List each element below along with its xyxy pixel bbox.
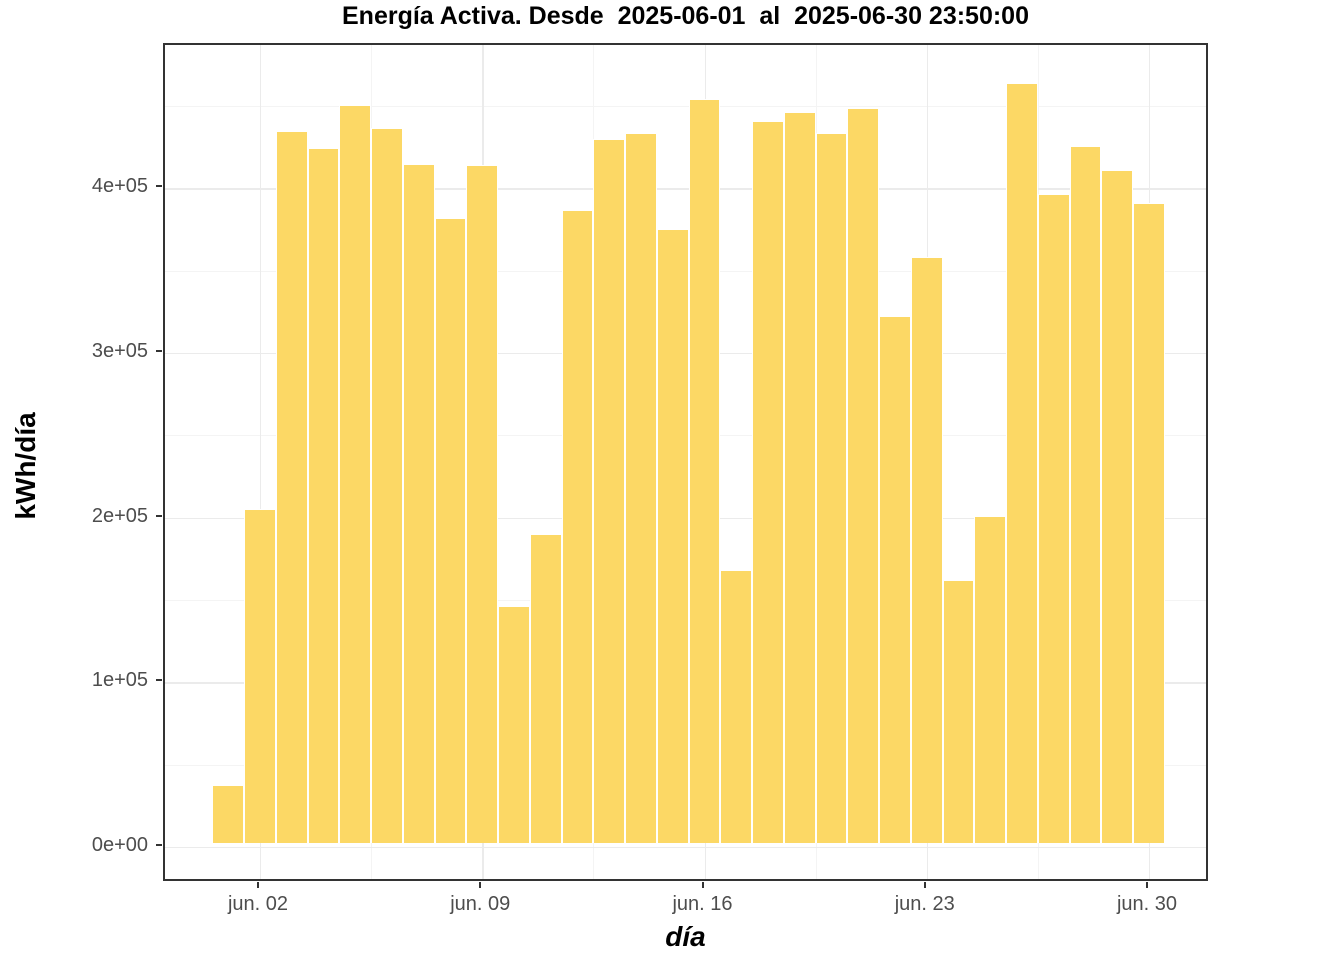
- bar-day-8: [434, 218, 467, 843]
- bar-day-14: [625, 133, 657, 843]
- x-tick-label: jun. 02: [227, 893, 289, 915]
- bar-day-1: [212, 784, 245, 843]
- bar-day-26: [1006, 83, 1038, 843]
- bar-day-12: [561, 210, 594, 843]
- bar-day-22: [879, 315, 911, 843]
- bar-day-19: [783, 112, 816, 843]
- y-axis-tick: [156, 514, 162, 517]
- chart-title: Energía Activa. Desde 2025-06-01 al 2025…: [342, 2, 1029, 30]
- bar-day-24: [942, 580, 975, 843]
- bar-day-21: [847, 108, 880, 843]
- bar-day-23: [910, 257, 943, 843]
- y-tick-label: 4e+05: [91, 175, 148, 198]
- bar-day-5: [339, 105, 372, 843]
- bar-day-20: [815, 133, 848, 843]
- bar-day-28: [1069, 146, 1102, 843]
- gridline-y-major: [165, 847, 1206, 849]
- y-tick-label: 3e+05: [91, 339, 148, 362]
- bar-day-13: [593, 139, 626, 843]
- bar-day-16: [688, 99, 721, 843]
- bar-day-29: [1101, 169, 1134, 843]
- bar-day-18: [752, 120, 784, 843]
- x-axis-tick: [257, 882, 260, 888]
- y-axis-tick: [156, 679, 162, 682]
- plot-panel: [163, 43, 1208, 881]
- x-tick-label: jun. 23: [894, 893, 955, 915]
- bar-day-4: [307, 148, 340, 843]
- bar-day-9: [466, 165, 499, 843]
- bar-day-25: [974, 515, 1007, 843]
- y-axis-tick: [156, 185, 162, 188]
- bar-day-11: [529, 534, 562, 843]
- bar-day-7: [402, 164, 435, 843]
- y-axis-title: kWh/día: [10, 412, 41, 520]
- x-axis-tick: [701, 882, 704, 888]
- bar-day-27: [1037, 194, 1070, 843]
- x-axis-tick: [923, 882, 926, 888]
- bar-day-30: [1133, 202, 1165, 843]
- y-tick-label: 2e+05: [91, 504, 148, 527]
- x-tick-label: jun. 30: [1116, 893, 1178, 915]
- gridline-x-major: [260, 45, 262, 879]
- x-tick-label: jun. 09: [450, 893, 511, 915]
- y-axis-tick: [156, 844, 162, 846]
- gridline-y-major: [165, 188, 1206, 190]
- x-tick-label: jun. 16: [672, 893, 733, 915]
- bar-day-17: [720, 570, 753, 843]
- bar-day-15: [656, 229, 689, 843]
- x-axis-tick: [1146, 882, 1149, 888]
- x-axis-tick: [479, 882, 482, 888]
- bar-day-2: [244, 508, 276, 843]
- bar-day-10: [498, 606, 530, 843]
- bar-day-3: [275, 131, 308, 843]
- gridline-y-minor: [165, 105, 1206, 107]
- y-tick-label: 1e+05: [91, 669, 148, 692]
- y-tick-label: 0e+00: [91, 834, 148, 856]
- x-axis-title: día: [665, 921, 706, 952]
- y-axis-tick: [156, 349, 162, 352]
- bar-day-6: [371, 127, 403, 843]
